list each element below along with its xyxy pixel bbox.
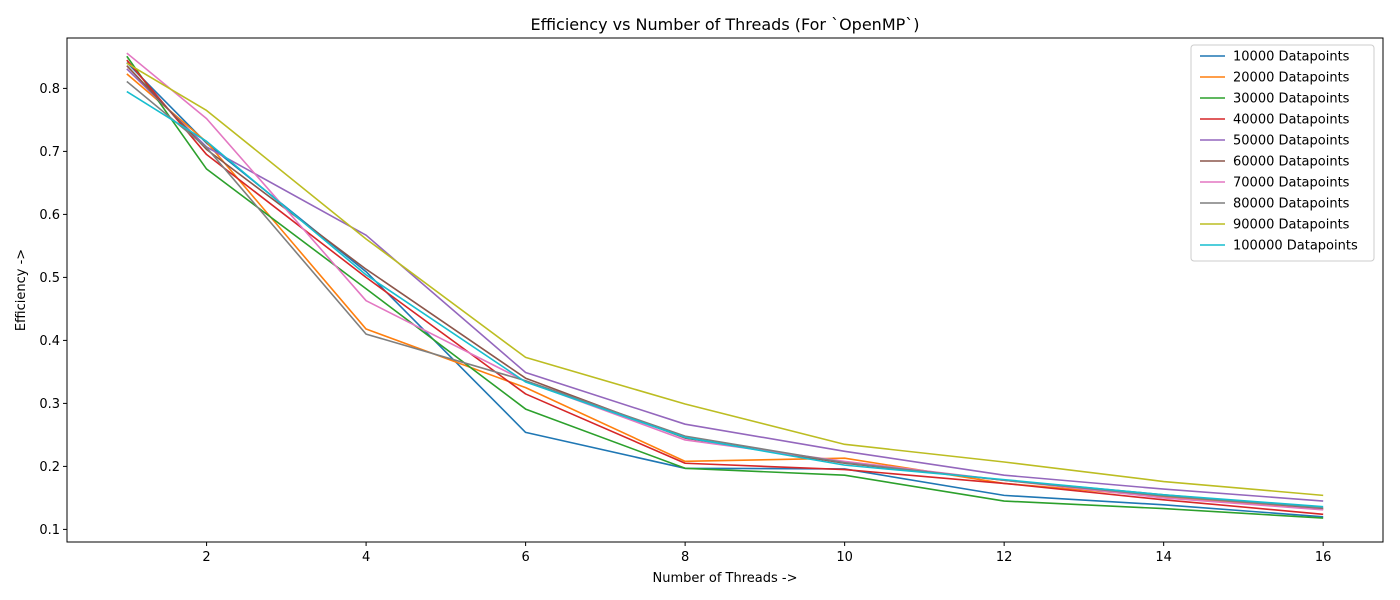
plot-frame: [66, 37, 1384, 543]
legend-entry: 100000 Datapoints: [1233, 239, 1358, 254]
series-line-3: [126, 55, 1324, 519]
x-tick-label: 14: [1155, 550, 1172, 565]
y-tick-label: 0.5: [39, 271, 60, 286]
series-line-10: [126, 90, 1324, 508]
series-line-4: [126, 59, 1324, 516]
series-line-1: [126, 62, 1324, 518]
y-axis-label: Efficiency ->: [14, 249, 29, 331]
legend-entry: 70000 Datapoints: [1233, 176, 1350, 191]
y-tick-label: 0.6: [39, 208, 60, 223]
x-tick-label: 8: [681, 550, 689, 565]
x-tick-label: 4: [362, 550, 370, 565]
legend-entry: 40000 Datapoints: [1233, 113, 1350, 128]
series-line-7: [126, 52, 1324, 511]
legend-entry: 50000 Datapoints: [1233, 134, 1350, 149]
y-tick-label: 0.1: [39, 523, 60, 538]
series-lines: [126, 52, 1324, 519]
x-tick-label: 2: [202, 550, 210, 565]
y-axis-ticks: 0.1 0.2 0.3 0.4 0.5 0.6 0.7 0.8: [39, 82, 67, 538]
legend: 10000 Datapoints 20000 Datapoints 30000 Da…: [1190, 44, 1375, 262]
x-tick-label: 16: [1315, 550, 1332, 565]
legend-entry: 90000 Datapoints: [1233, 218, 1350, 233]
x-tick-label: 6: [521, 550, 529, 565]
y-tick-label: 0.8: [39, 82, 60, 97]
x-tick-label: 12: [996, 550, 1013, 565]
legend-entry: 30000 Datapoints: [1233, 92, 1350, 107]
series-line-9: [126, 62, 1324, 497]
plot-area: [66, 37, 1384, 543]
x-axis-label: Number of Threads ->: [653, 571, 798, 586]
legend-entry: 10000 Datapoints: [1233, 50, 1350, 65]
y-tick-label: 0.4: [39, 334, 60, 349]
x-tick-label: 10: [836, 550, 853, 565]
x-axis-ticks: 2 4 6 8 10 12 14 16: [202, 542, 1331, 565]
chart-title: Efficiency vs Number of Threads (For `Op…: [530, 15, 919, 34]
legend-frame: [1190, 44, 1375, 262]
legend-entry: 60000 Datapoints: [1233, 155, 1350, 170]
y-tick-label: 0.7: [39, 145, 60, 160]
y-tick-label: 0.2: [39, 460, 60, 475]
legend-entry: 20000 Datapoints: [1233, 71, 1350, 86]
series-line-8: [126, 80, 1324, 509]
y-tick-label: 0.3: [39, 397, 60, 412]
legend-entry: 80000 Datapoints: [1233, 197, 1350, 212]
series-line-5: [126, 68, 1324, 502]
